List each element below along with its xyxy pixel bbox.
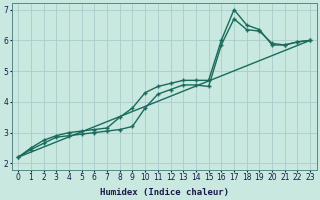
X-axis label: Humidex (Indice chaleur): Humidex (Indice chaleur) xyxy=(100,188,229,197)
